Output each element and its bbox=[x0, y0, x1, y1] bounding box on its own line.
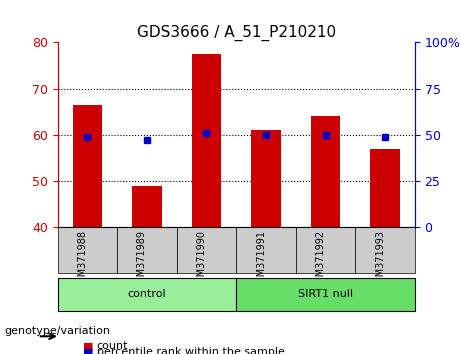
FancyBboxPatch shape bbox=[236, 227, 296, 274]
FancyBboxPatch shape bbox=[355, 227, 415, 274]
Bar bbox=[132, 186, 162, 227]
Text: count: count bbox=[97, 341, 128, 351]
FancyBboxPatch shape bbox=[58, 227, 117, 274]
Text: percentile rank within the sample: percentile rank within the sample bbox=[97, 347, 285, 354]
Text: GSM371993: GSM371993 bbox=[375, 230, 385, 289]
Text: SIRT1 null: SIRT1 null bbox=[298, 289, 353, 299]
Bar bbox=[251, 130, 281, 227]
FancyBboxPatch shape bbox=[177, 227, 236, 274]
Bar bbox=[192, 54, 221, 227]
Title: GDS3666 / A_51_P210210: GDS3666 / A_51_P210210 bbox=[137, 25, 336, 41]
Bar bbox=[370, 149, 400, 227]
Text: GSM371991: GSM371991 bbox=[256, 230, 266, 289]
Text: GSM371990: GSM371990 bbox=[196, 230, 207, 289]
Bar bbox=[72, 105, 102, 227]
Text: genotype/variation: genotype/variation bbox=[5, 326, 111, 336]
Text: ■: ■ bbox=[83, 341, 94, 351]
FancyBboxPatch shape bbox=[296, 227, 355, 274]
FancyBboxPatch shape bbox=[58, 278, 236, 311]
Bar bbox=[311, 116, 341, 227]
Text: GSM371992: GSM371992 bbox=[316, 230, 325, 289]
FancyBboxPatch shape bbox=[236, 278, 415, 311]
FancyBboxPatch shape bbox=[117, 227, 177, 274]
Text: control: control bbox=[128, 289, 166, 299]
Text: GSM371988: GSM371988 bbox=[77, 230, 88, 289]
Text: GSM371989: GSM371989 bbox=[137, 230, 147, 289]
Text: ■: ■ bbox=[83, 347, 94, 354]
